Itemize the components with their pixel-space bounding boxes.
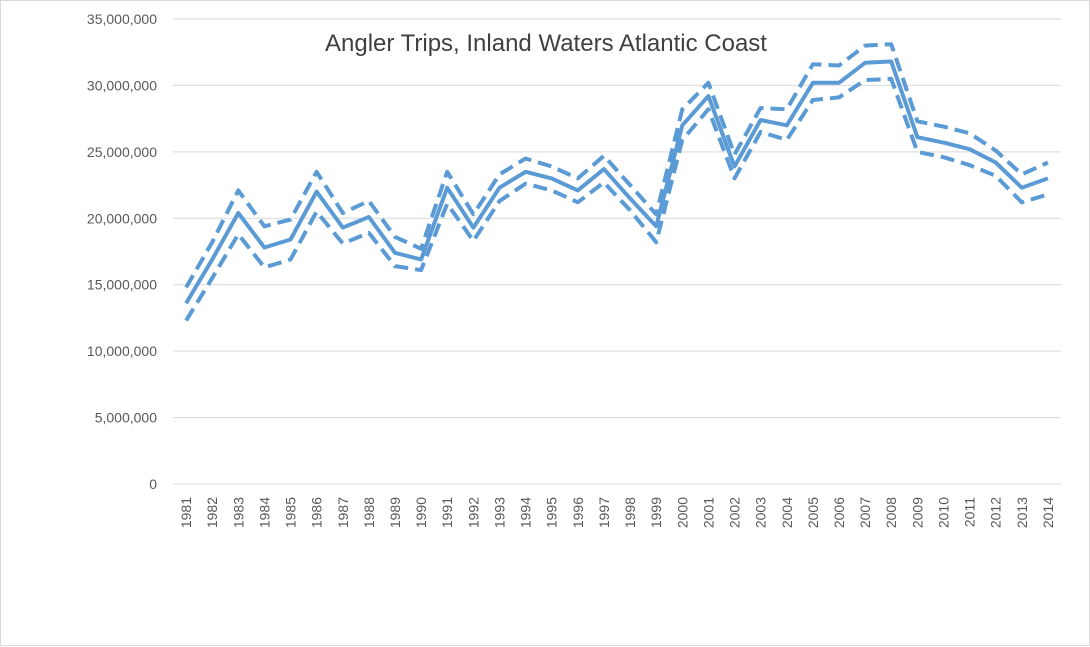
x-tick-label: 1982 <box>204 497 220 528</box>
y-tick-label: 10,000,000 <box>87 343 157 359</box>
y-tick-label: 30,000,000 <box>87 77 157 93</box>
series-line-estimate <box>184 59 1049 305</box>
x-tick-label: 1996 <box>570 497 586 528</box>
x-axis-tick-labels: 1981 1982 1983 1984 1985 1986 1987 1988 1989 1990… <box>178 497 1056 528</box>
x-tick-label: 1989 <box>387 497 403 528</box>
x-tick-label: 2011 <box>962 497 978 527</box>
x-tick-label: 1981 <box>178 497 194 528</box>
x-tick-label: 1994 <box>518 497 534 528</box>
x-tick-label: 2013 <box>1014 497 1030 528</box>
series-line-lower-bound <box>184 76 1049 322</box>
x-tick-label: 1991 <box>439 497 455 528</box>
x-tick-label: 1995 <box>544 497 560 528</box>
x-tick-label: 2014 <box>1040 497 1056 528</box>
x-tick-label: 2009 <box>909 497 925 528</box>
x-tick-label: 2007 <box>857 497 873 528</box>
y-tick-label: 5,000,000 <box>95 410 157 426</box>
x-tick-label: 2008 <box>883 497 899 528</box>
x-tick-label: 2002 <box>727 497 743 528</box>
y-tick-label: 20,000,000 <box>87 210 157 226</box>
x-tick-label: 1992 <box>465 497 481 528</box>
y-tick-label: 15,000,000 <box>87 277 157 293</box>
series-lines <box>184 42 1049 322</box>
x-tick-label: 2012 <box>988 497 1004 528</box>
x-tick-label: 2003 <box>753 497 769 528</box>
x-tick-label: 1984 <box>256 497 272 528</box>
x-tick-label: 1988 <box>361 497 377 528</box>
x-tick-label: 2010 <box>935 497 951 528</box>
gridlines <box>173 18 1061 485</box>
x-tick-label: 1990 <box>413 497 429 528</box>
series-line-upper-bound <box>184 42 1049 289</box>
x-tick-label: 2005 <box>805 497 821 528</box>
y-tick-label: 25,000,000 <box>87 144 157 160</box>
x-tick-label: 1985 <box>283 497 299 528</box>
x-tick-label: 1997 <box>596 497 612 528</box>
x-tick-label: 1999 <box>648 497 664 528</box>
x-tick-label: 2001 <box>700 497 716 528</box>
x-tick-label: 1993 <box>491 497 507 528</box>
x-tick-label: 2004 <box>779 497 795 528</box>
x-tick-label: 1986 <box>309 497 325 528</box>
y-tick-label: 0 <box>149 476 157 492</box>
x-tick-label: 1987 <box>335 497 351 528</box>
y-axis-tick-labels: 0 5,000,000 10,000,000 15,000,000 20,000,000… <box>87 11 157 492</box>
x-tick-label: 2000 <box>674 497 690 528</box>
chart-title: Angler Trips, Inland Waters Atlantic Coa… <box>325 30 767 57</box>
x-tick-label: 1983 <box>230 497 246 528</box>
y-tick-label: 35,000,000 <box>87 11 157 27</box>
x-tick-label: 1998 <box>622 497 638 528</box>
x-tick-label: 2006 <box>831 497 847 528</box>
